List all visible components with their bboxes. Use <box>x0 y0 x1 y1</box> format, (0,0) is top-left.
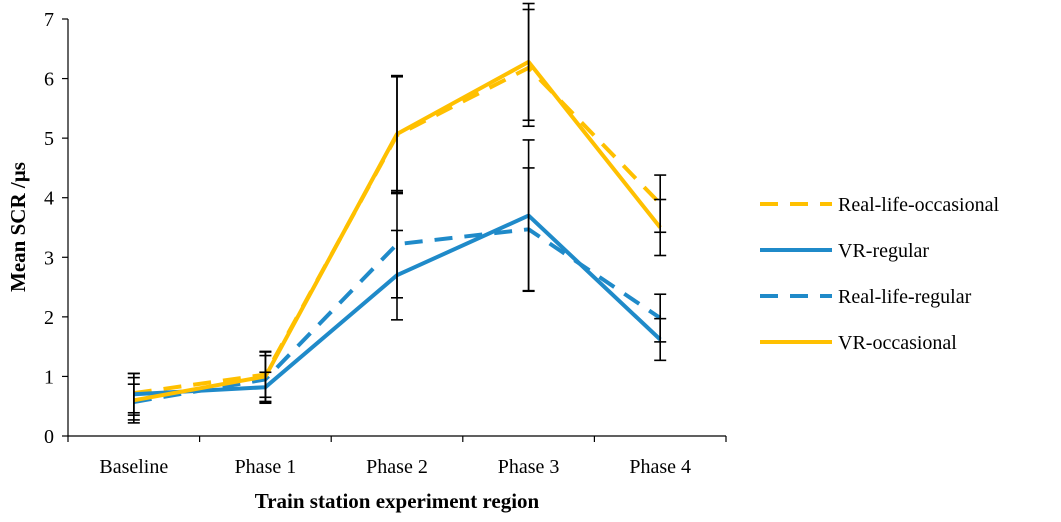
y-tick-label: 0 <box>44 426 54 448</box>
x-tick-label: Phase 2 <box>366 456 428 478</box>
error-bar <box>391 189 403 299</box>
y-tick-label: 6 <box>44 69 54 91</box>
y-tick-label: 3 <box>44 247 54 269</box>
error-bar <box>522 167 535 292</box>
legend-label: VR-occasional <box>838 332 957 354</box>
legend-label: Real-life-regular <box>838 286 972 308</box>
error-bar <box>391 74 403 194</box>
x-axis-ticks: Baseline Phase 1 Phase 2 Phase 3 Phase 4 <box>67 436 727 478</box>
y-tick-label: 5 <box>44 128 54 150</box>
error-bar <box>127 376 140 424</box>
legend-item: Real-life-occasional <box>760 194 999 216</box>
error-bar <box>259 350 272 403</box>
x-tick-label: Phase 1 <box>235 456 297 478</box>
legend-item: VR-regular <box>760 240 929 262</box>
axes: 0 1 2 3 4 5 6 7 Baseline Phase 1 Phase 2 Phase 3 Ph… <box>44 9 727 478</box>
legend-label: Real-life-occasional <box>838 194 999 216</box>
legend-item: Real-life-regular <box>760 286 972 308</box>
y-tick-label: 2 <box>44 307 54 329</box>
error-bars <box>127 2 667 424</box>
y-tick-label: 4 <box>44 188 54 210</box>
legend-label: VR-regular <box>838 240 929 262</box>
legend: Real-life-occasional VR-regular Real-life-… <box>760 194 999 354</box>
error-bar <box>522 2 535 122</box>
y-tick-label: 1 <box>44 366 54 388</box>
y-axis-ticks: 0 1 2 3 4 5 6 7 <box>44 9 68 448</box>
x-tick-label: Phase 3 <box>498 456 560 478</box>
x-axis-title: Train station experiment region <box>255 489 540 513</box>
legend-item: VR-occasional <box>760 332 957 354</box>
error-bar <box>654 198 667 257</box>
error-bar <box>654 293 667 343</box>
x-tick-label: Phase 4 <box>629 456 691 478</box>
y-tick-label: 7 <box>44 9 54 31</box>
y-axis-title: Mean SCR /µs <box>6 162 30 292</box>
x-tick-label: Baseline <box>99 456 168 478</box>
